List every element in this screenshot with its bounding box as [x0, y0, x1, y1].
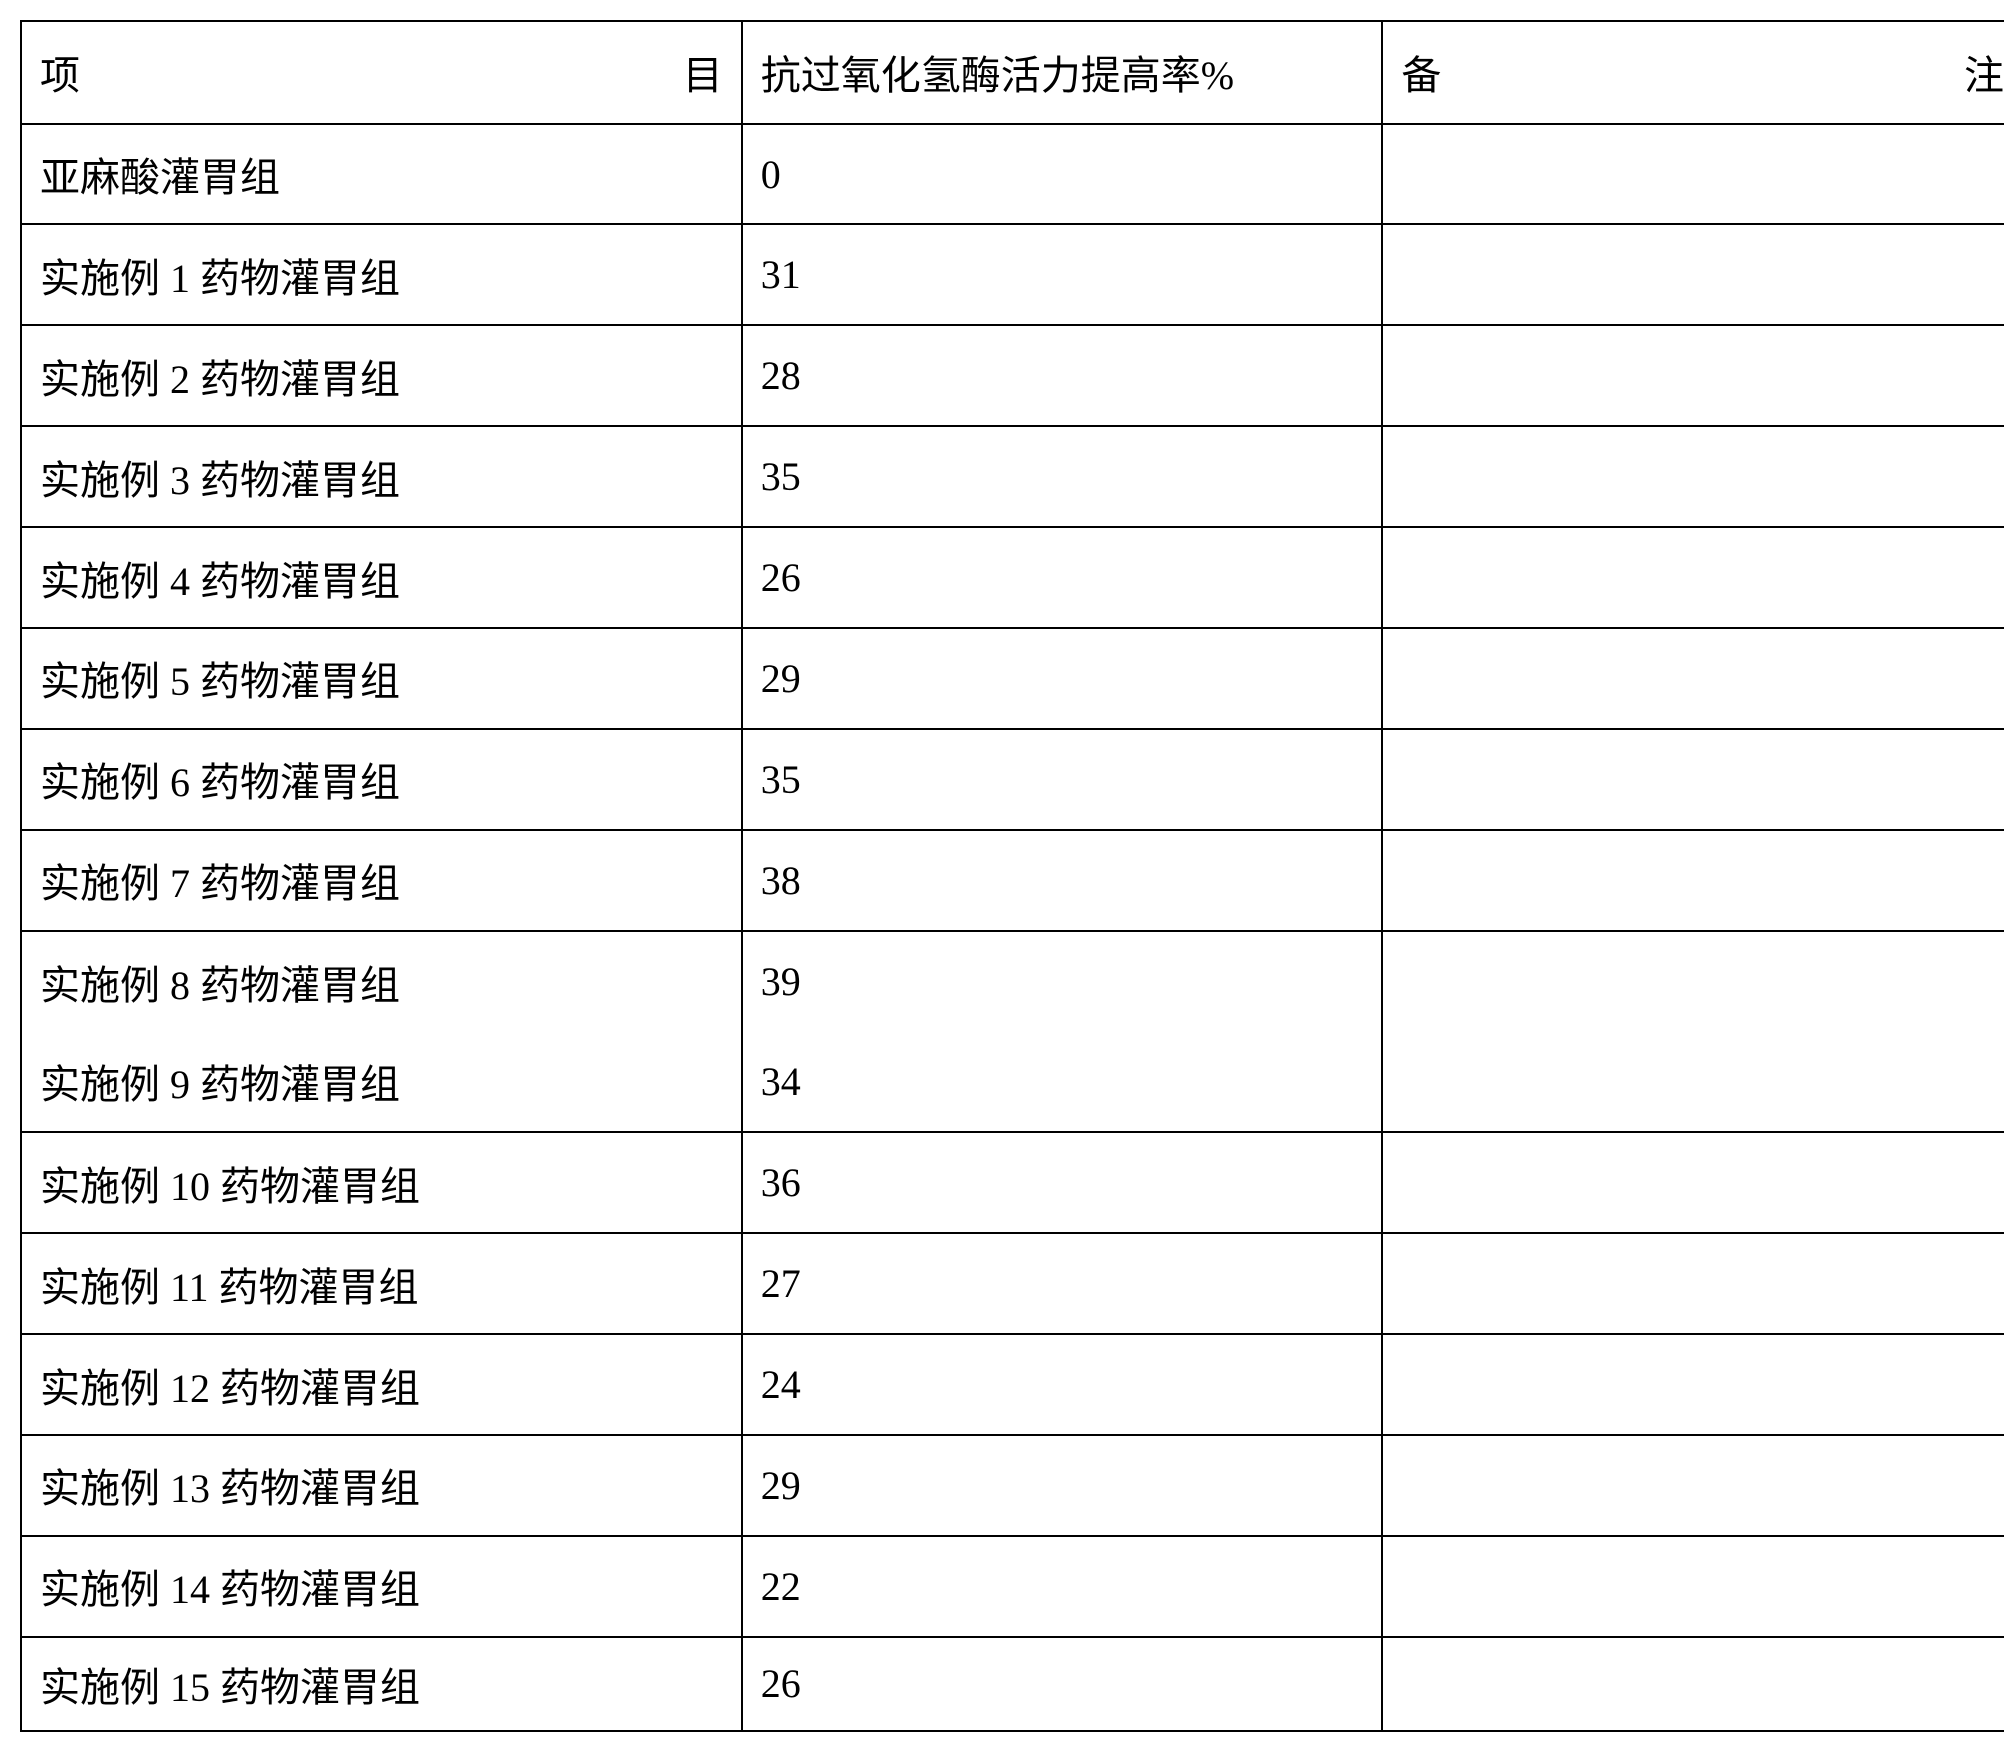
cell-note — [1382, 1233, 2004, 1334]
table-row: 实施例 1 药物灌胃组 31 — [21, 224, 2004, 325]
table-row: 实施例 4 药物灌胃组 26 — [21, 527, 2004, 628]
cell-note — [1382, 1334, 2004, 1435]
cell-value: 26 — [742, 527, 1383, 628]
cell-note — [1382, 325, 2004, 426]
cell-item: 实施例 11 药物灌胃组 — [21, 1233, 742, 1334]
cell-item: 实施例 3 药物灌胃组 — [21, 426, 742, 527]
cell-item: 实施例 14 药物灌胃组 — [21, 1536, 742, 1637]
cell-note — [1382, 628, 2004, 729]
merged-item-2: 实施例 9 药物灌胃组 — [22, 1031, 741, 1131]
merged-value-2: 34 — [743, 1031, 1382, 1131]
cell-note — [1382, 1435, 2004, 1536]
cell-note — [1382, 124, 2004, 225]
cell-note — [1382, 931, 2004, 1133]
cell-item: 实施例 13 药物灌胃组 — [21, 1435, 742, 1536]
table-row: 实施例 15 药物灌胃组 26 — [21, 1637, 2004, 1731]
cell-item: 实施例 4 药物灌胃组 — [21, 527, 742, 628]
table-row: 实施例 6 药物灌胃组 35 — [21, 729, 2004, 830]
cell-item: 实施例 12 药物灌胃组 — [21, 1334, 742, 1435]
header-note: 备 注 — [1382, 21, 2004, 124]
cell-note — [1382, 1132, 2004, 1233]
cell-item-merged: 实施例 8 药物灌胃组 实施例 9 药物灌胃组 — [21, 931, 742, 1133]
cell-item: 实施例 5 药物灌胃组 — [21, 628, 742, 729]
cell-note — [1382, 830, 2004, 931]
cell-value: 0 — [742, 124, 1383, 225]
cell-item: 实施例 2 药物灌胃组 — [21, 325, 742, 426]
cell-note — [1382, 1536, 2004, 1637]
table-row: 实施例 12 药物灌胃组 24 — [21, 1334, 2004, 1435]
table-container: 项 目 抗过氧化氢酶活力提高率% 备 注 亚麻酸灌胃组 0 实施例 1 药物灌胃… — [20, 20, 2004, 1732]
table-row: 实施例 5 药物灌胃组 29 — [21, 628, 2004, 729]
cell-item: 实施例 10 药物灌胃组 — [21, 1132, 742, 1233]
cell-note — [1382, 527, 2004, 628]
table-row: 实施例 13 药物灌胃组 29 — [21, 1435, 2004, 1536]
cell-value: 26 — [742, 1637, 1383, 1731]
header-value: 抗过氧化氢酶活力提高率% — [742, 21, 1383, 124]
table-row: 实施例 3 药物灌胃组 35 — [21, 426, 2004, 527]
cell-note — [1382, 224, 2004, 325]
table-row: 亚麻酸灌胃组 0 — [21, 124, 2004, 225]
cell-value-merged: 39 34 — [742, 931, 1383, 1133]
cell-item: 实施例 6 药物灌胃组 — [21, 729, 742, 830]
table-row: 实施例 11 药物灌胃组 27 — [21, 1233, 2004, 1334]
header-item: 项 目 — [21, 21, 742, 124]
merged-item-1: 实施例 8 药物灌胃组 — [22, 932, 741, 1032]
cell-item: 实施例 1 药物灌胃组 — [21, 224, 742, 325]
cell-value: 28 — [742, 325, 1383, 426]
cell-item: 亚麻酸灌胃组 — [21, 124, 742, 225]
table-header-row: 项 目 抗过氧化氢酶活力提高率% 备 注 — [21, 21, 2004, 124]
table-row: 实施例 2 药物灌胃组 28 — [21, 325, 2004, 426]
cell-note — [1382, 1637, 2004, 1731]
merged-value-1: 39 — [743, 932, 1382, 1032]
cell-value: 29 — [742, 628, 1383, 729]
cell-value: 24 — [742, 1334, 1383, 1435]
cell-value: 35 — [742, 426, 1383, 527]
table-row: 实施例 14 药物灌胃组 22 — [21, 1536, 2004, 1637]
cell-item: 实施例 7 药物灌胃组 — [21, 830, 742, 931]
table-row: 实施例 7 药物灌胃组 38 — [21, 830, 2004, 931]
cell-value: 36 — [742, 1132, 1383, 1233]
table-row: 实施例 10 药物灌胃组 36 — [21, 1132, 2004, 1233]
cell-value: 27 — [742, 1233, 1383, 1334]
cell-note — [1382, 729, 2004, 830]
data-table: 项 目 抗过氧化氢酶活力提高率% 备 注 亚麻酸灌胃组 0 实施例 1 药物灌胃… — [20, 20, 2004, 1732]
cell-value: 29 — [742, 1435, 1383, 1536]
cell-value: 35 — [742, 729, 1383, 830]
cell-value: 31 — [742, 224, 1383, 325]
cell-note — [1382, 426, 2004, 527]
table-row-merged: 实施例 8 药物灌胃组 实施例 9 药物灌胃组 39 34 — [21, 931, 2004, 1133]
cell-value: 38 — [742, 830, 1383, 931]
cell-item: 实施例 15 药物灌胃组 — [21, 1637, 742, 1731]
cell-value: 22 — [742, 1536, 1383, 1637]
